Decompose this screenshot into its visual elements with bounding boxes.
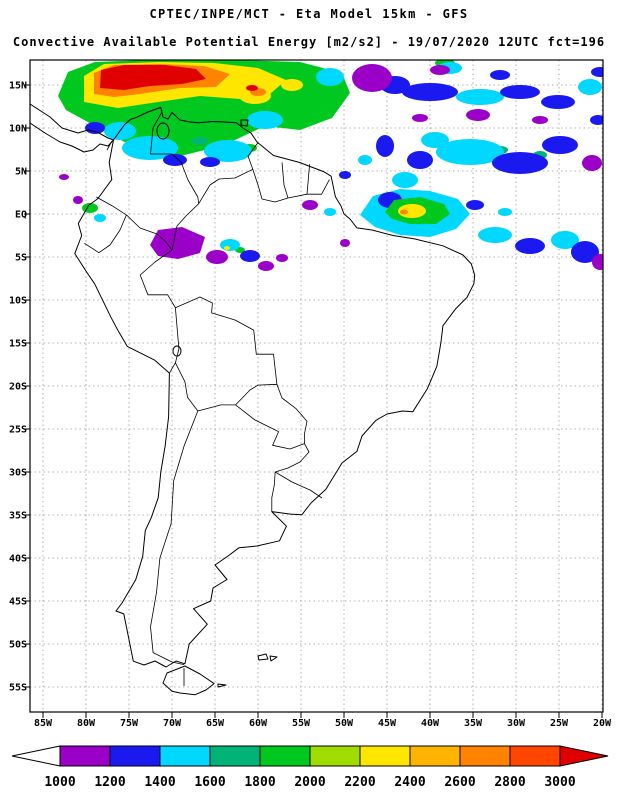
tierra-del-fuego (162, 665, 215, 696)
lon-label: 20W (593, 718, 612, 729)
colorbar-cell (209, 745, 261, 767)
colorbar-cell (109, 745, 161, 767)
country-borders (84, 111, 330, 686)
lon-label: 30W (507, 718, 526, 729)
colorbar-left-arrow (11, 745, 61, 767)
coastlines (30, 103, 476, 696)
colorbar-tick-label: 2000 (294, 775, 325, 790)
colorbar-tick-label: 2800 (494, 775, 525, 790)
colorbar-right-arrow (559, 745, 609, 767)
axis-ticks (24, 84, 603, 718)
islands-and-lakes (217, 119, 278, 688)
lat-label: 10N (9, 124, 27, 135)
lat-label: 45S (9, 597, 27, 608)
lon-label: 40W (421, 718, 440, 729)
lake-titicaca (172, 345, 182, 357)
lon-label: 80W (77, 718, 96, 729)
lon-label: 85W (34, 718, 53, 729)
colorbar-cell (409, 745, 461, 767)
lat-label: EQ (15, 210, 27, 221)
colorbar-cell (159, 745, 211, 767)
cape-red (100, 65, 258, 91)
colorbar-cell (359, 745, 411, 767)
lat-label: 50S (9, 640, 27, 651)
colorbar-cell (459, 745, 511, 767)
figure-title: CPTEC/INPE/MCT - Eta Model 15km - GFS (149, 7, 468, 21)
lon-label: 75W (120, 718, 139, 729)
colorbar-tick-label: 1000 (44, 775, 75, 790)
lon-label: 60W (249, 718, 268, 729)
colorbar-tick-label: 2400 (394, 775, 425, 790)
colorbar-cell (309, 745, 361, 767)
colorbar-cell (509, 745, 561, 767)
lat-label: 10S (9, 296, 27, 307)
lon-label: 25W (550, 718, 569, 729)
lat-label: 15S (9, 339, 27, 350)
lon-label: 50W (335, 718, 354, 729)
lat-label: 25S (9, 425, 27, 436)
colorbar-tick-label: 2600 (444, 775, 475, 790)
lon-label: 35W (464, 718, 483, 729)
colorbar-cell (59, 745, 111, 767)
lon-label: 55W (292, 718, 311, 729)
lon-label: 65W (206, 718, 225, 729)
lat-label: 55S (9, 683, 27, 694)
lat-label: 20S (9, 382, 27, 393)
colorbar-cell (259, 745, 311, 767)
colorbar-tick-label: 1400 (144, 775, 175, 790)
lat-label: 35S (9, 511, 27, 522)
lat-label: 15N (9, 81, 27, 92)
lake-maracaibo (156, 122, 170, 140)
lat-label: 5N (15, 167, 27, 178)
cape-field (58, 60, 603, 271)
lat-label: 40S (9, 554, 27, 565)
cape-purple (59, 64, 603, 271)
lon-label: 45W (378, 718, 397, 729)
colorbar-tick-label: 2200 (344, 775, 375, 790)
colorbar: 1000 1200 1400 1600 1800 2000 2200 2400 … (11, 745, 609, 790)
lat-label: 5S (15, 253, 27, 264)
figure-subtitle: Convective Available Potential Energy [m… (13, 35, 605, 49)
grid-lines (30, 60, 603, 712)
colorbar-tick-label: 1200 (94, 775, 125, 790)
lon-label: 70W (163, 718, 182, 729)
colorbar-tick-label: 3000 (544, 775, 575, 790)
colorbar-tick-label: 1800 (244, 775, 275, 790)
lat-label: 30S (9, 468, 27, 479)
colorbar-tick-label: 1600 (194, 775, 225, 790)
